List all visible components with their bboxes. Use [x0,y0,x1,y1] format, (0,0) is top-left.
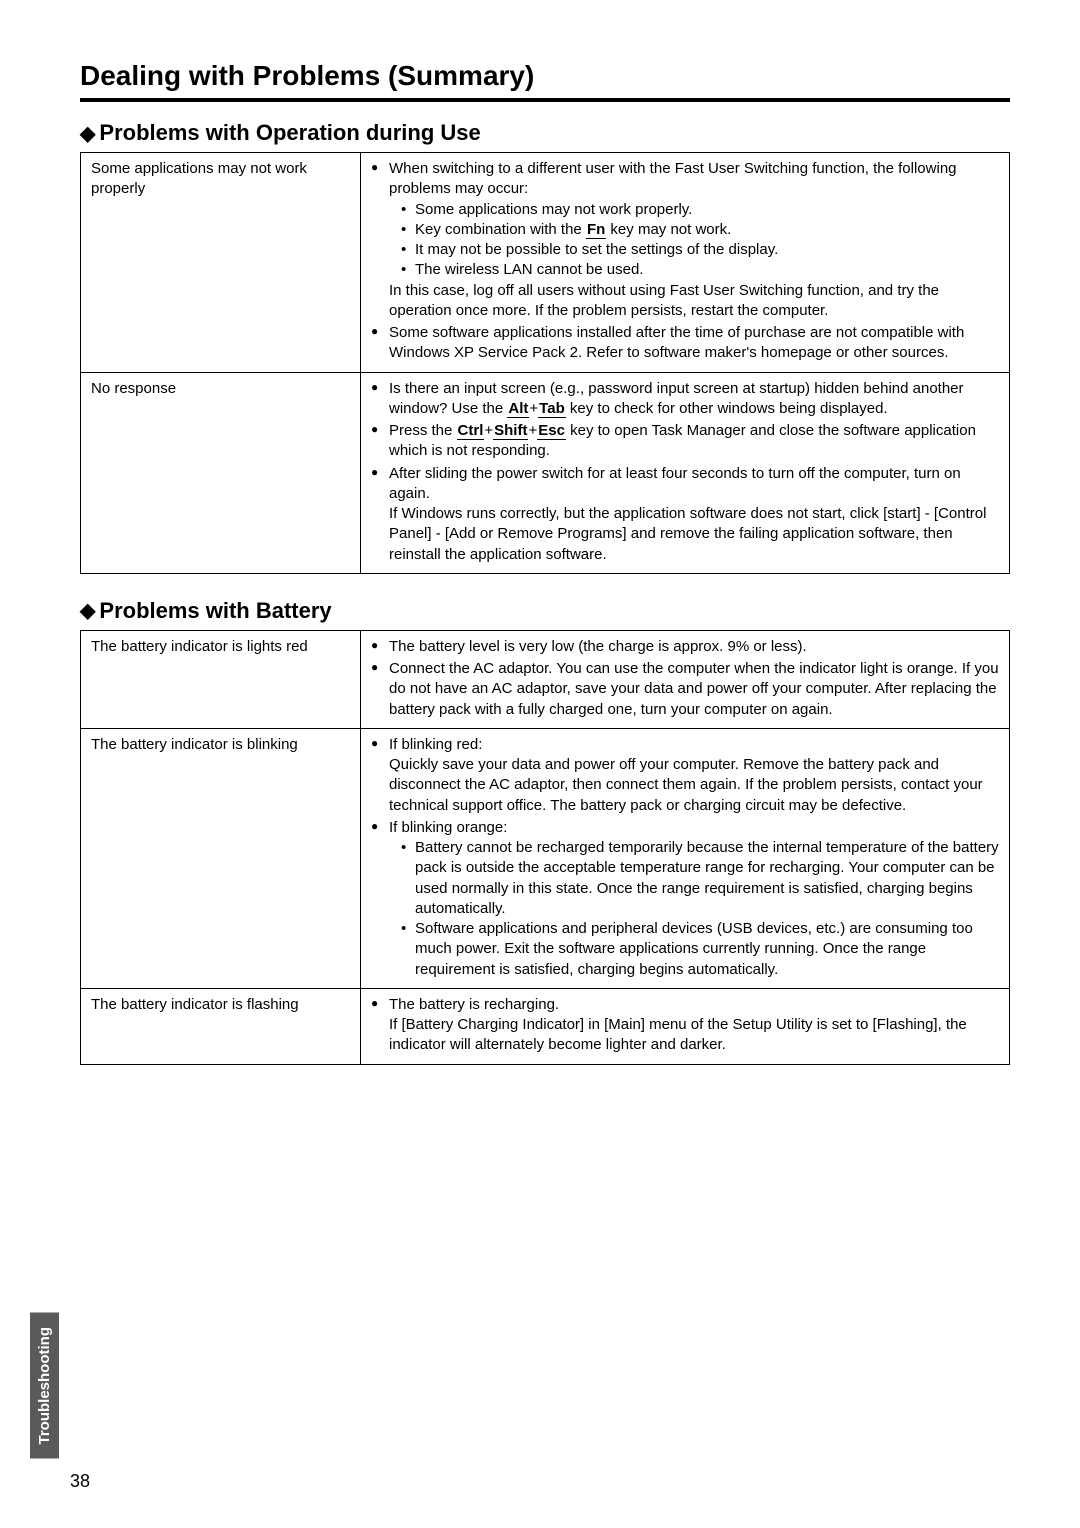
bullet-list: The battery is recharging.If [Battery Ch… [371,995,999,1056]
bullet-item: If blinking orange:Battery cannot be rec… [371,818,999,980]
solution-cell: If blinking red:Quickly save your data a… [361,728,1010,988]
diamond-icon: ◆ [80,121,95,146]
keycap: Ctrl [457,422,485,440]
issue-cell: The battery indicator is blinking [81,728,361,988]
sub-list-item: It may not be possible to set the settin… [401,240,999,260]
solution-cell: Is there an input screen (e.g., password… [361,372,1010,573]
sub-list-item: Some applications may not work properly. [401,200,999,220]
bullet-tail: Quickly save your data and power off you… [389,755,999,816]
section-header: ◆Problems with Battery [80,598,1010,624]
bullet-tail: In this case, log off all users without … [389,281,999,322]
keycap: Fn [586,221,606,239]
bullet-item: After sliding the power switch for at le… [371,464,999,565]
solution-cell: The battery level is very low (the charg… [361,630,1010,728]
diamond-icon: ◆ [80,598,95,623]
page-number: 38 [70,1471,90,1492]
bullet-list: The battery level is very low (the charg… [371,637,999,720]
bullet-item: The battery is recharging.If [Battery Ch… [371,995,999,1056]
table-row: The battery indicator is blinkingIf blin… [81,728,1010,988]
solution-cell: When switching to a different user with … [361,153,1010,373]
sub-list-item: Software applications and peripheral dev… [401,919,999,980]
problem-table: Some applications may not work properlyW… [80,152,1010,574]
bullet-tail: If [Battery Charging Indicator] in [Main… [389,1015,999,1056]
bullet-item: Some software applications installed aft… [371,323,999,364]
section-title: Problems with Battery [99,598,331,624]
title-divider [80,98,1010,102]
problem-table: The battery indicator is lights redThe b… [80,630,1010,1065]
bullet-item: Is there an input screen (e.g., password… [371,379,999,420]
table-row: The battery indicator is lights red The b… [81,630,1010,728]
section-title: Problems with Operation during Use [99,120,480,146]
sub-list-item: The wireless LAN cannot be used. [401,260,999,280]
table-row: No responseIs there an input screen (e.g… [81,372,1010,573]
issue-cell: No response [81,372,361,573]
issue-cell: The battery indicator is flashing [81,988,361,1064]
sub-list: Battery cannot be recharged temporarily … [389,838,999,980]
keycap: Shift [493,422,528,440]
keycap: Tab [538,400,566,418]
bullet-item: If blinking red:Quickly save your data a… [371,735,999,816]
keycap: Esc [537,422,566,440]
table-row: The battery indicator is flashingThe bat… [81,988,1010,1064]
page-title: Dealing with Problems (Summary) [80,60,1010,92]
solution-cell: The battery is recharging.If [Battery Ch… [361,988,1010,1064]
bullet-item: When switching to a different user with … [371,159,999,321]
section-header: ◆Problems with Operation during Use [80,120,1010,146]
bullet-list: If blinking red:Quickly save your data a… [371,735,999,980]
bullet-item: The battery level is very low (the charg… [371,637,999,657]
sub-list-item: Key combination with the Fn key may not … [401,220,999,240]
sub-list-item: Battery cannot be recharged temporarily … [401,838,999,919]
table-row: Some applications may not work properlyW… [81,153,1010,373]
bullet-item: Connect the AC adaptor. You can use the … [371,659,999,720]
bullet-item: Press the Ctrl+Shift+Esc key to open Tas… [371,421,999,462]
bullet-list: Is there an input screen (e.g., password… [371,379,999,565]
bullet-tail: If Windows runs correctly, but the appli… [389,504,999,565]
issue-cell: The battery indicator is lights red [81,630,361,728]
bullet-list: When switching to a different user with … [371,159,999,364]
issue-cell: Some applications may not work properly [81,153,361,373]
side-tab-troubleshooting: Troubleshooting [30,1313,59,1459]
sub-list: Some applications may not work properly.… [389,200,999,281]
keycap: Alt [507,400,529,418]
